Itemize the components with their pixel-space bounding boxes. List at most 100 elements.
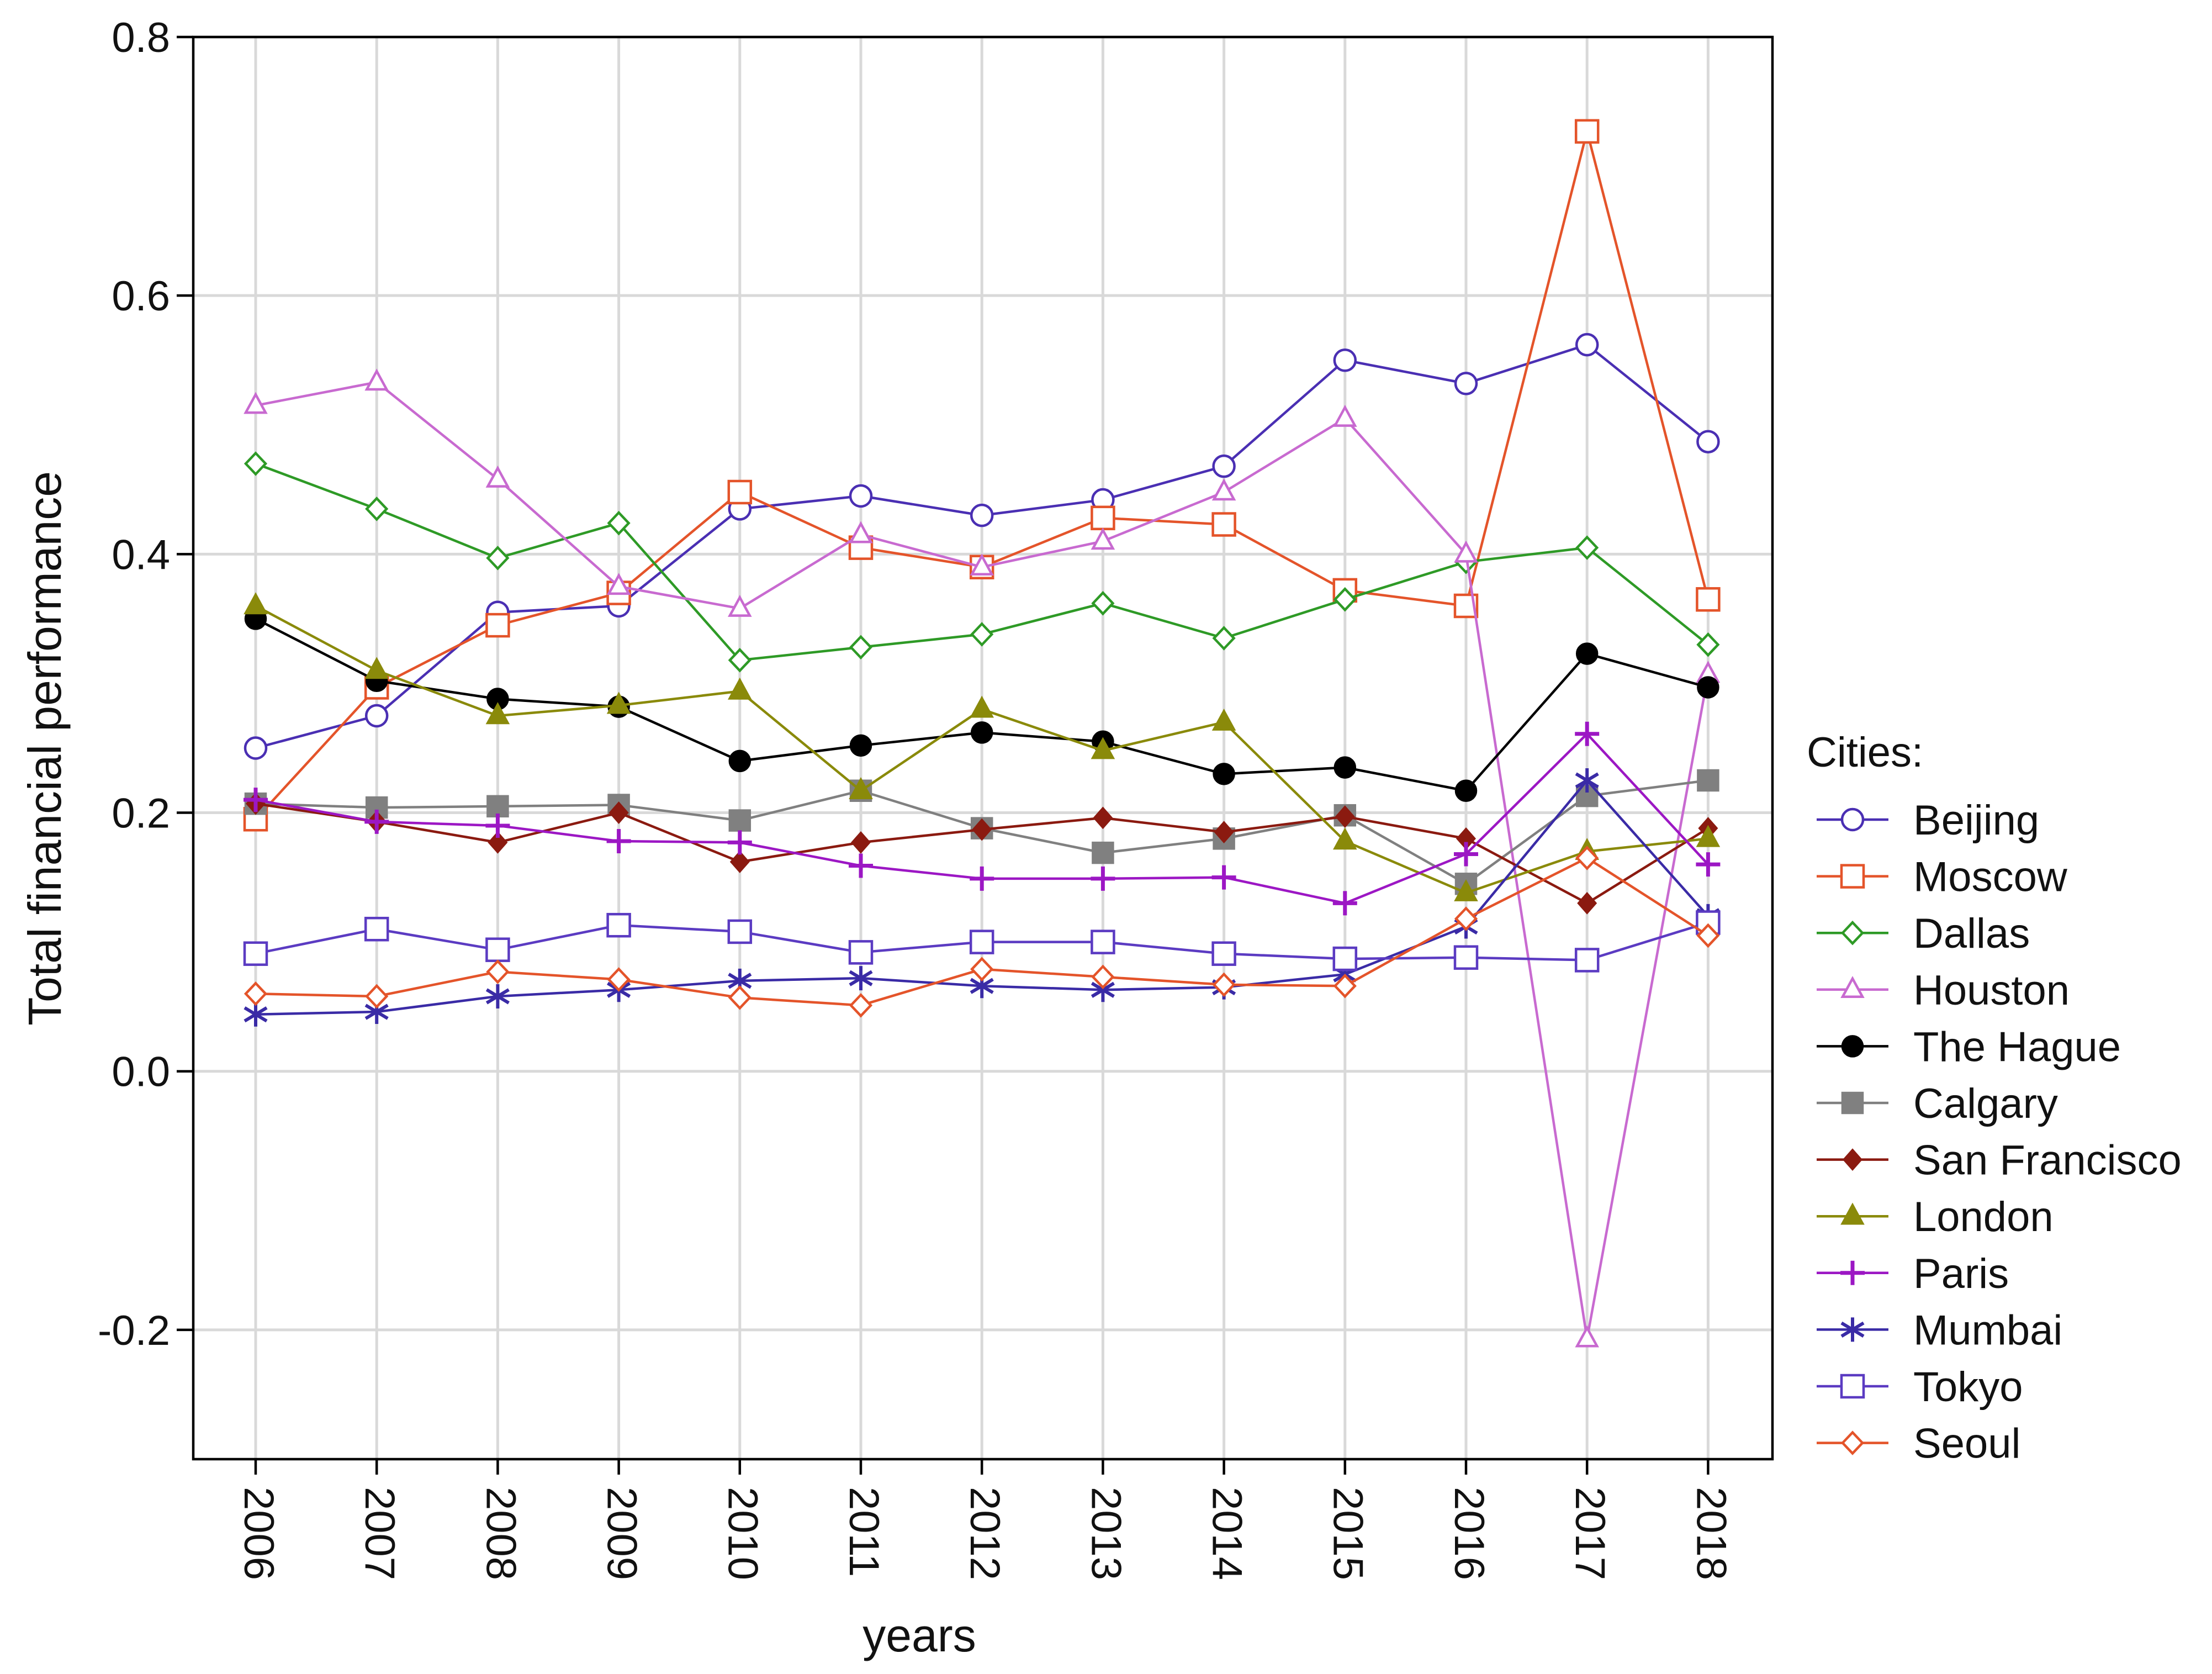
legend-marker: [1840, 807, 1865, 832]
data-point: [1696, 923, 1720, 948]
data-point: [244, 736, 268, 760]
data-point: [607, 510, 631, 536]
legend-label: The Hague: [1913, 1023, 2121, 1070]
data-point: [1213, 763, 1235, 785]
legend-marker: [1840, 1317, 1865, 1342]
data-point: [244, 592, 268, 615]
x-tick-label: 2011: [840, 1487, 887, 1577]
data-point: [849, 734, 872, 757]
data-point: [485, 813, 510, 838]
data-point: [1091, 591, 1115, 616]
data-point: [1696, 852, 1721, 877]
legend-label: Tokyo: [1913, 1364, 2023, 1411]
x-tick-label: 2016: [1446, 1487, 1493, 1580]
data-point: [244, 1002, 268, 1027]
x-tick-label: 2006: [235, 1487, 282, 1580]
data-point: [1575, 768, 1599, 793]
data-point: [849, 635, 873, 660]
series-layer: [243, 119, 1721, 1348]
data-point: [1454, 879, 1478, 901]
data-point: [1212, 626, 1236, 651]
data-point: [1454, 779, 1478, 802]
legend-item: Beijing: [1817, 797, 2039, 844]
data-point: [1214, 821, 1234, 844]
data-point: [1333, 827, 1357, 850]
data-point: [606, 829, 631, 854]
data-point: [1093, 806, 1113, 830]
data-point: [1091, 930, 1115, 954]
data-point: [728, 809, 752, 832]
data-point: [970, 866, 994, 891]
x-tick-label: 2018: [1687, 1487, 1734, 1580]
data-point: [1575, 642, 1599, 665]
data-point: [1454, 372, 1478, 395]
data-point: [728, 677, 752, 700]
x-tick-label: 2007: [356, 1487, 403, 1580]
data-point: [364, 916, 389, 942]
series-beijing: [244, 332, 1720, 760]
data-point: [728, 648, 752, 673]
legend-label: Dallas: [1913, 910, 2030, 957]
legend-label: Beijing: [1913, 797, 2039, 844]
legend-label: Paris: [1913, 1250, 2009, 1297]
data-point: [244, 788, 268, 812]
data-point: [1454, 906, 1478, 931]
data-point: [365, 984, 389, 1009]
data-point: [970, 622, 994, 647]
x-tick-label: 2008: [477, 1487, 524, 1580]
data-point: [1574, 948, 1600, 973]
series-houston: [244, 368, 1721, 1348]
legend-label: Houston: [1913, 967, 2070, 1014]
x-tick-label: 2017: [1567, 1487, 1613, 1580]
x-tick-label: 2009: [599, 1487, 645, 1580]
data-point: [1575, 332, 1599, 357]
data-point: [1332, 891, 1357, 916]
legend-label: Mumbai: [1913, 1307, 2062, 1354]
x-tick-label: 2010: [719, 1487, 766, 1580]
legend-label: Moscow: [1913, 854, 2068, 901]
data-point: [485, 465, 510, 488]
data-point: [727, 479, 753, 505]
data-point: [485, 984, 510, 1008]
data-point: [728, 594, 752, 617]
y-axis-title: Total financial performance: [19, 471, 71, 1026]
y-tick-label: 0.0: [112, 1049, 170, 1096]
data-point: [365, 497, 389, 521]
data-point: [243, 941, 268, 966]
data-point: [486, 546, 510, 571]
data-point: [607, 967, 631, 992]
data-point: [1697, 769, 1719, 792]
data-point: [1575, 846, 1599, 870]
data-point: [485, 612, 510, 638]
data-point: [1577, 892, 1597, 915]
data-point: [606, 573, 631, 595]
data-point: [728, 985, 752, 1010]
data-point: [1091, 527, 1115, 550]
y-tick-label: 0.4: [112, 531, 170, 578]
y-tick-label: 0.2: [112, 790, 170, 837]
x-tick-label: 2014: [1204, 1487, 1251, 1580]
data-point: [849, 777, 873, 799]
legend-marker: [1842, 1148, 1863, 1171]
data-point: [970, 503, 994, 527]
legend-marker: [1840, 920, 1865, 946]
data-point: [1696, 587, 1721, 612]
legend-item: London: [1817, 1194, 2054, 1240]
data-point: [364, 657, 389, 679]
data-point: [488, 831, 508, 854]
data-point: [1091, 866, 1115, 891]
data-point: [727, 919, 753, 944]
y-tick-label: 0.8: [112, 14, 170, 61]
series-paris: [244, 721, 1721, 916]
data-point: [1211, 512, 1236, 537]
data-point: [1333, 404, 1357, 427]
data-point: [486, 959, 510, 984]
series-the-hague: [244, 608, 1719, 802]
data-point: [1212, 972, 1236, 997]
legend-item: The Hague: [1817, 1023, 2121, 1070]
data-point: [1211, 941, 1236, 966]
data-point: [849, 966, 873, 991]
legend-item: Moscow: [1817, 854, 2068, 901]
data-point: [849, 993, 873, 1018]
